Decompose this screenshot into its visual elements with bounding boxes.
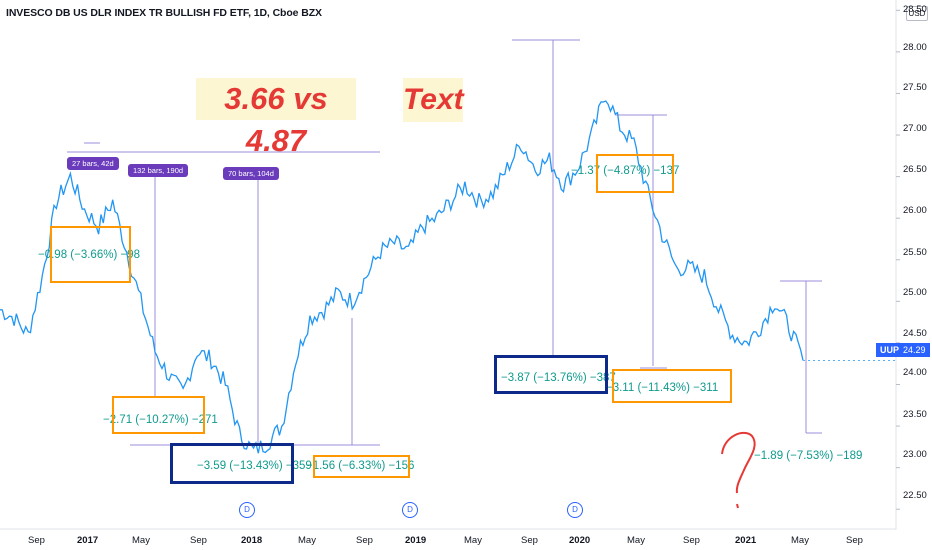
x-tick-label: May <box>627 535 645 546</box>
y-tick-label: 25.50 <box>903 247 927 258</box>
price-line <box>0 100 804 454</box>
price-series <box>0 100 804 454</box>
x-tick-label: Sep <box>683 535 700 546</box>
bars-count-chip[interactable]: 27 bars, 42d <box>67 157 119 170</box>
text-annotation-text[interactable]: Text <box>403 78 464 122</box>
y-tick-label: 23.00 <box>903 449 927 460</box>
y-tick-label: 26.00 <box>903 205 927 216</box>
highlight-box[interactable] <box>596 154 674 193</box>
highlight-box[interactable] <box>612 369 732 403</box>
x-tick-label: 2018 <box>241 535 263 546</box>
dividend-marker[interactable]: D <box>402 502 418 518</box>
x-tick-label: 2019 <box>405 535 427 546</box>
x-tick-label: May <box>132 535 150 546</box>
x-tick-label: 2021 <box>735 535 757 546</box>
highlight-box[interactable] <box>50 226 131 283</box>
highlight-box[interactable] <box>112 396 205 434</box>
x-tick-label: May <box>464 535 482 546</box>
x-tick-label: Sep <box>356 535 373 546</box>
measure-label[interactable]: −1.89 (−7.53%) −189 <box>754 450 863 462</box>
y-tick-label: 25.00 <box>903 287 927 298</box>
x-tick-label: 2017 <box>77 535 99 546</box>
dividend-marker[interactable]: D <box>239 502 255 518</box>
measure-label[interactable]: −0.98 (−3.66%) −98 <box>38 249 140 261</box>
measure-label[interactable]: −1.37 (−4.87%) −137 <box>571 165 680 177</box>
y-tick-label: 28.00 <box>903 42 927 53</box>
last-price-value: 24.29 <box>903 345 926 355</box>
y-tick-label: 24.50 <box>903 328 927 339</box>
y-tick-label: 23.50 <box>903 409 927 420</box>
measure-lines <box>67 39 822 446</box>
x-tick-label: May <box>791 535 809 546</box>
y-tick-label: 26.50 <box>903 164 927 175</box>
text-annotation-comparison[interactable]: 3.66 vs 4.87 <box>196 78 356 158</box>
x-tick-label: Sep <box>846 535 863 546</box>
measure-label[interactable]: −1.56 (−6.33%) −156 <box>306 460 415 472</box>
x-tick-label: Sep <box>190 535 207 546</box>
dividend-marker[interactable]: D <box>567 502 583 518</box>
last-price-tag: UUP 24.29 <box>876 343 930 357</box>
symbol-label: UUP <box>880 345 900 355</box>
y-tick-label: 22.50 <box>903 490 927 501</box>
y-tick-label: 24.00 <box>903 367 927 378</box>
bars-count-chip[interactable]: 132 bars, 190d <box>128 164 189 177</box>
y-tick-label: 27.00 <box>903 123 927 134</box>
highlight-box-blue[interactable] <box>170 443 294 484</box>
chart-title: INVESCO DB US DLR INDEX TR BULLISH FD ET… <box>6 7 322 19</box>
measure-label[interactable]: −3.11 (−11.43%) −311 <box>606 382 719 394</box>
x-tick-label: Sep <box>521 535 538 546</box>
y-tick-label: 27.50 <box>903 82 927 93</box>
measure-label[interactable]: −3.59 (−13.43%) −359 <box>197 460 312 472</box>
question-mark-drawing <box>721 431 756 509</box>
measure-label[interactable]: −2.71 (−10.27%) −271 <box>103 414 218 426</box>
highlight-box-blue[interactable] <box>494 355 608 394</box>
bars-count-chip[interactable]: 70 bars, 104d <box>223 167 279 180</box>
highlight-box[interactable] <box>313 455 410 478</box>
x-tick-label: May <box>298 535 316 546</box>
x-tick-label: Sep <box>28 535 45 546</box>
currency-badge[interactable]: USD <box>906 6 928 21</box>
x-tick-label: 2020 <box>569 535 591 546</box>
measure-label[interactable]: −3.87 (−13.76%) −387 <box>501 372 616 384</box>
y-tick-label: 28.50 <box>903 4 927 15</box>
